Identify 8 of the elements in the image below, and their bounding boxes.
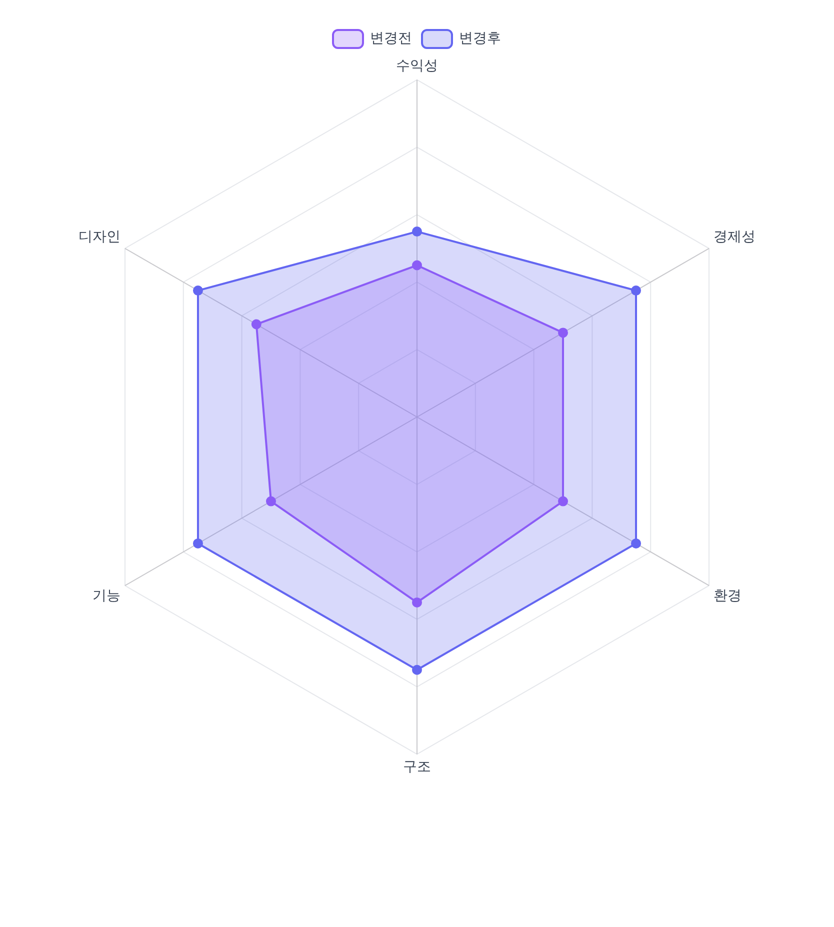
spoke-label: 구조 bbox=[403, 759, 431, 776]
spoke-label: 경제성 bbox=[713, 229, 756, 246]
spoke-label: 수익성 bbox=[396, 58, 438, 74]
legend-label: 변경전 bbox=[370, 30, 412, 47]
spoke-label: 기능 bbox=[92, 588, 121, 604]
legend-label: 변경후 bbox=[459, 30, 501, 47]
spoke-label: 디자인 bbox=[78, 229, 121, 246]
spoke-label: 환경 bbox=[713, 588, 742, 604]
